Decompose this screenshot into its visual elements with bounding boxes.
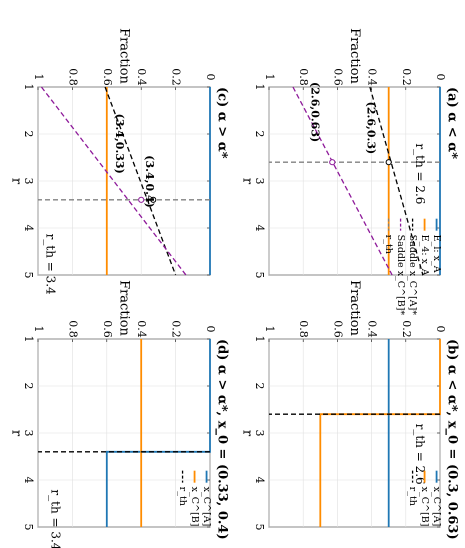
panel-a: 0 0.2 0.4 0.6 0.8 1 1 2 3 4 5 Fraction r (a) α < α* (2… <box>240 28 460 315</box>
x-tick-label: 1 <box>32 74 45 81</box>
x-tick-label: 0.8 <box>297 320 310 338</box>
panel-c: 0 0.2 0.4 0.6 0.8 1 1 2 3 4 5 Fraction r (c) α > α* (3… <box>9 28 230 295</box>
point-label: (2.6,0.3) <box>365 102 378 155</box>
y-tick-label: 1 <box>22 336 35 343</box>
x-tick-label: 0.4 <box>366 68 379 86</box>
legend-label: r_th <box>407 487 418 506</box>
x-tick-label: 0.4 <box>135 68 148 86</box>
point-label: (2.6,0.63) <box>308 82 321 142</box>
y-tick-label: 3 <box>22 178 35 185</box>
x-tick-label: 0 <box>434 326 447 333</box>
marked-point <box>329 159 336 166</box>
panel-b: 0 0.2 0.4 0.6 0.8 1 1 2 3 4 5 Fraction r (b) α < α*, … <box>240 280 460 540</box>
y-tick-label: 2 <box>253 383 266 390</box>
legend-label: x_C^[B] <box>419 487 430 527</box>
y-tick-label: 4 <box>22 477 35 484</box>
marked-point <box>138 196 145 203</box>
y-tick-label: 3 <box>253 430 266 437</box>
y-tick-label: 1 <box>253 84 266 91</box>
x-tick-label: 0.4 <box>366 320 379 338</box>
x-axis-label: Fraction <box>117 28 132 84</box>
x-tick-label: 0.6 <box>101 68 114 86</box>
y-tick-label: 1 <box>22 84 35 91</box>
y-tick-label: 5 <box>253 272 266 279</box>
panel-title: (d) α > α*, x_0 = (0.33, 0.4) <box>215 339 230 540</box>
point-label: (3.4,0.4) <box>143 155 156 208</box>
y-tick-label: 1 <box>253 336 266 343</box>
legend-label: E_4: x_A <box>419 235 430 276</box>
x-tick-label: 1 <box>263 74 276 81</box>
y-tick-label: 2 <box>22 383 35 390</box>
series-line-2 <box>369 86 424 276</box>
x-axis-label: Fraction <box>117 280 132 336</box>
y-tick-label: 3 <box>22 430 35 437</box>
x-tick-label: 1 <box>263 326 276 333</box>
x-tick-label: 0.2 <box>170 320 183 338</box>
legend-label: Saddle x_C^[A]* <box>407 235 418 316</box>
x-tick-label: 0 <box>434 74 447 81</box>
x-tick-label: 1 <box>32 326 45 333</box>
x-tick-label: 0.6 <box>331 68 344 86</box>
panel-d: 0 0.2 0.4 0.6 0.8 1 1 2 3 4 5 Fraction r (d) α > α*, … <box>9 280 230 548</box>
x-tick-label: 0 <box>204 326 217 333</box>
annotation-text: r_th = 3.4 <box>44 234 58 295</box>
legend-label: E_l: x_A <box>431 235 442 273</box>
y-tick-label: 4 <box>22 225 35 232</box>
y-tick-label: 5 <box>253 524 266 531</box>
y-axis-label: r <box>9 178 24 185</box>
x-tick-label: 0.4 <box>135 320 148 338</box>
x-tick-label: 0.2 <box>400 320 413 338</box>
x-axis-label: Fraction <box>347 280 362 336</box>
y-axis-label: r <box>240 178 255 185</box>
legend-label: r_th <box>383 235 394 254</box>
x-tick-label: 0.6 <box>101 320 114 338</box>
x-tick-label: 0.8 <box>66 68 79 86</box>
x-tick-label: 0.6 <box>331 320 344 338</box>
y-tick-label: 5 <box>22 524 35 531</box>
marked-point <box>150 196 157 203</box>
point-label: (3.4,0.33) <box>113 114 126 174</box>
x-tick-label: 0.2 <box>170 68 183 86</box>
panel-title: (a) α < α* <box>445 87 460 159</box>
panel-title: (b) α < α*, x_0 = (0.3, 0.63) <box>445 339 460 540</box>
legend-label: x_C^[A] <box>431 487 442 527</box>
y-axis-label: r <box>9 430 24 437</box>
legend-label: r_th <box>177 487 188 506</box>
x-tick-label: 0.8 <box>297 68 310 86</box>
series-line-3 <box>292 86 393 276</box>
annotation-text: r_th = 2.6 <box>413 424 427 485</box>
legend-label: Saddle x_C^[B]* <box>395 235 406 316</box>
y-tick-label: 2 <box>253 131 266 138</box>
panel-title: (c) α > α* <box>215 87 230 159</box>
y-tick-label: 2 <box>22 131 35 138</box>
annotation-text: r_th = 2.6 <box>413 143 427 204</box>
series-line-2 <box>104 86 177 276</box>
annotation-text: r_th = 3.4 <box>49 489 63 548</box>
y-tick-label: 3 <box>253 178 266 185</box>
legend-label: x_C^[A] <box>201 487 212 527</box>
y-tick-label: 4 <box>253 225 266 232</box>
y-tick-label: 4 <box>253 477 266 484</box>
x-tick-label: 0.8 <box>66 320 79 338</box>
y-axis-label: r <box>240 430 255 437</box>
x-tick-label: 0.2 <box>400 68 413 86</box>
x-tick-label: 0 <box>204 74 217 81</box>
x-axis-label: Fraction <box>347 28 362 84</box>
y-tick-label: 5 <box>22 272 35 279</box>
marked-point <box>385 159 392 166</box>
legend-label: x_C^[B] <box>189 487 200 527</box>
